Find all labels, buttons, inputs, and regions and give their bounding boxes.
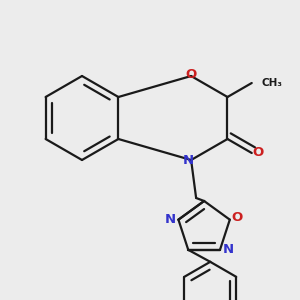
Text: N: N <box>165 213 176 226</box>
Text: O: O <box>231 211 242 224</box>
Text: CH₃: CH₃ <box>262 78 283 88</box>
Text: O: O <box>252 146 263 160</box>
Text: N: N <box>183 154 194 167</box>
Text: O: O <box>185 68 197 80</box>
Text: N: N <box>222 243 234 256</box>
